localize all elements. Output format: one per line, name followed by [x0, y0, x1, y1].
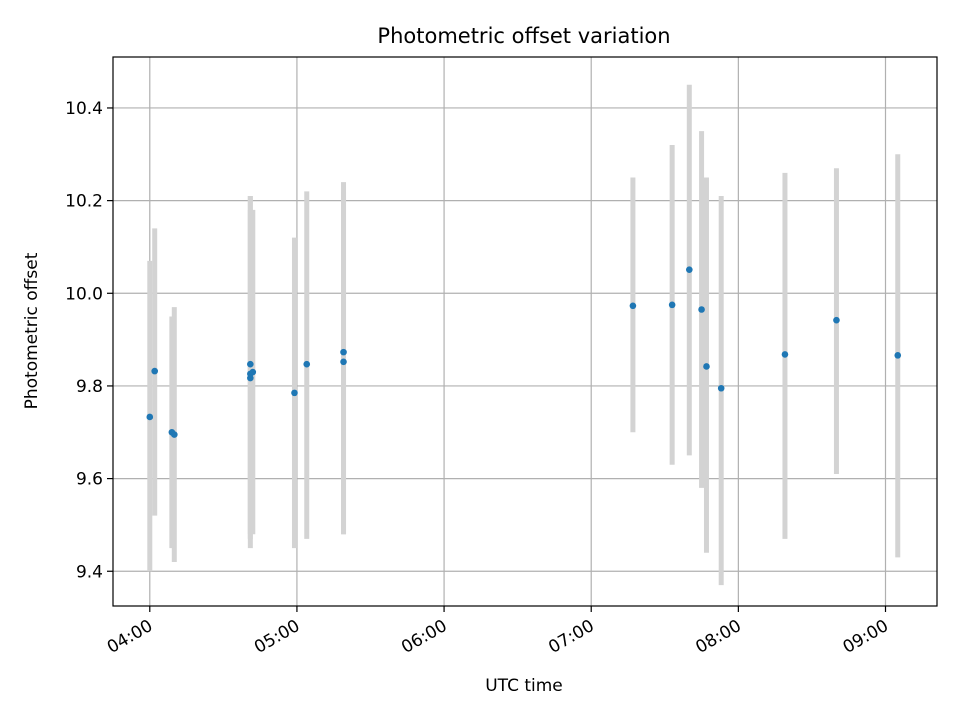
y-tick-label: 9.6 [76, 470, 103, 490]
data-point [717, 384, 725, 392]
data-point [247, 360, 254, 368]
data-point [698, 306, 705, 313]
y-tick-label: 10.4 [65, 99, 103, 119]
y-tick-label: 9.4 [76, 562, 103, 582]
data-point [340, 348, 347, 356]
data-points [146, 266, 902, 438]
y-tick-label: 10.0 [65, 284, 103, 304]
data-point [291, 389, 298, 397]
data-point [629, 302, 637, 310]
data-point [303, 360, 311, 368]
data-point [894, 352, 902, 359]
x-axis-label: UTC time [485, 676, 563, 696]
data-point [703, 363, 710, 370]
y-axis-ticks: 9.4 9.6 9.8 10.0 10.2 10.4 [65, 99, 113, 582]
y-axis-label: Photometric offset [22, 252, 42, 409]
data-point [171, 431, 178, 438]
data-point [249, 368, 257, 376]
data-point [146, 413, 154, 421]
y-tick-label: 9.8 [76, 377, 103, 397]
plot-area-frame [112, 56, 938, 607]
chart-title: Photometric offset variation [377, 24, 670, 48]
data-point [833, 316, 840, 324]
data-point [781, 351, 789, 358]
data-point [668, 301, 676, 309]
data-point [340, 358, 347, 366]
data-point [151, 367, 158, 375]
y-tick-label: 10.2 [65, 192, 103, 212]
data-point [686, 266, 693, 273]
